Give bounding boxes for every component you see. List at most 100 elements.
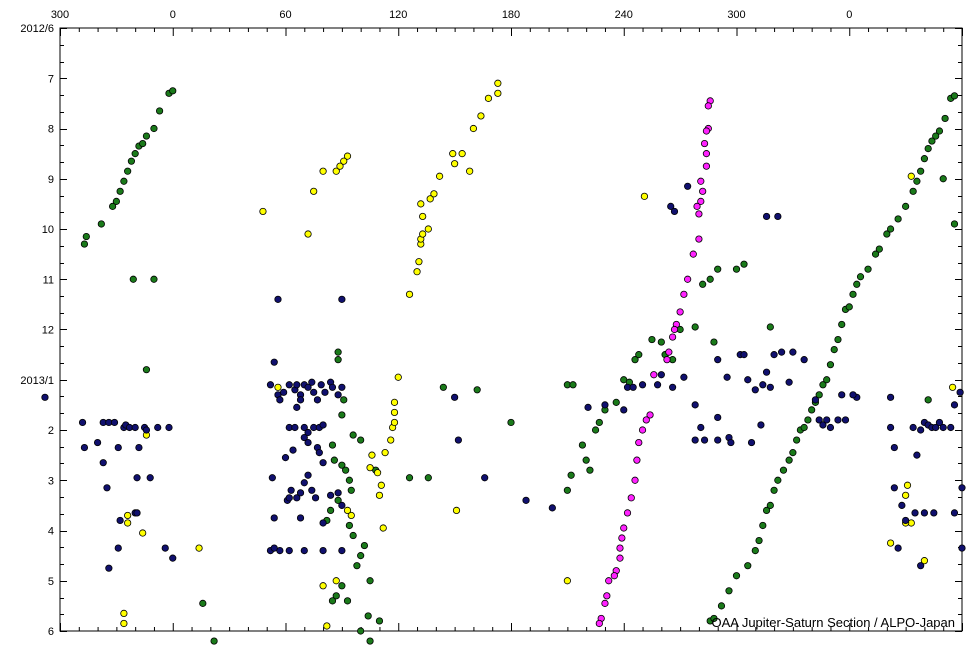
data-point — [332, 577, 340, 585]
data-point — [740, 260, 748, 268]
data-point — [699, 280, 707, 288]
data-point — [920, 509, 929, 517]
data-point — [949, 383, 957, 391]
data-point — [913, 451, 921, 459]
data-point — [902, 516, 910, 525]
data-point — [710, 338, 718, 346]
data-point — [334, 489, 342, 497]
y-tick-label: 2013/1 — [20, 375, 54, 387]
data-point — [319, 167, 327, 175]
data-point — [620, 406, 628, 414]
data-point — [886, 225, 895, 233]
data-point — [684, 182, 692, 190]
y-tick-label: 12 — [42, 325, 54, 337]
data-point — [345, 521, 353, 530]
x-tick-label: 180 — [502, 9, 520, 21]
data-point — [789, 449, 797, 457]
data-point — [663, 356, 671, 364]
data-point — [451, 393, 459, 401]
data-point — [426, 195, 434, 203]
data-point — [481, 474, 489, 482]
y-tick-label: 11 — [43, 274, 54, 286]
data-point — [477, 112, 485, 120]
y-tick-label: 4 — [48, 526, 54, 538]
data-point — [285, 381, 293, 389]
data-point — [199, 599, 207, 607]
data-point — [155, 107, 164, 115]
data-point — [691, 436, 699, 444]
data-point — [435, 172, 444, 180]
data-point — [161, 544, 169, 552]
x-tick-label: 60 — [279, 9, 291, 21]
data-point — [150, 275, 158, 283]
data-point — [347, 486, 355, 494]
data-point — [311, 494, 320, 502]
data-point — [823, 376, 831, 384]
data-point — [646, 411, 654, 419]
y-tick-label: 6 — [48, 626, 54, 638]
data-point — [939, 175, 947, 183]
data-point — [276, 396, 284, 404]
data-point — [670, 207, 679, 216]
data-point — [379, 524, 387, 532]
data-point — [357, 552, 365, 560]
data-point — [116, 516, 124, 525]
data-point — [210, 637, 218, 645]
data-point — [114, 544, 122, 552]
axis-ticks — [60, 28, 963, 632]
data-point — [120, 609, 128, 618]
y-tick-label: 3 — [48, 475, 54, 487]
data-point — [97, 220, 105, 228]
data-point — [328, 597, 337, 605]
data-point — [494, 79, 502, 87]
data-point — [669, 383, 677, 391]
data-point — [405, 290, 414, 298]
data-point — [394, 373, 402, 381]
data-point — [578, 441, 587, 449]
data-point — [109, 202, 117, 210]
data-point — [815, 416, 823, 424]
data-point — [419, 212, 427, 221]
data-point — [313, 396, 322, 404]
data-point — [627, 494, 635, 502]
data-point — [691, 323, 699, 331]
data-point — [419, 230, 427, 238]
data-point — [950, 220, 959, 228]
data-point — [415, 258, 423, 266]
data-point — [334, 391, 342, 399]
data-point — [950, 509, 959, 517]
data-point — [439, 383, 447, 391]
data-point — [116, 187, 124, 195]
data-point — [139, 139, 147, 148]
data-point — [932, 132, 940, 140]
data-point — [635, 351, 643, 359]
data-point — [338, 546, 346, 555]
data-point — [725, 587, 733, 595]
data-point — [334, 356, 342, 364]
data-point — [82, 232, 90, 241]
data-point — [770, 486, 778, 494]
data-point — [366, 464, 374, 472]
data-point — [691, 401, 699, 409]
x-tick-label: 0 — [170, 9, 176, 21]
data-point — [930, 509, 938, 517]
data-point — [319, 582, 327, 590]
data-point — [338, 411, 346, 419]
data-point — [563, 577, 571, 585]
data-point — [770, 351, 778, 359]
data-point — [616, 554, 624, 562]
data-point — [917, 167, 925, 175]
data-point — [727, 438, 735, 447]
data-point — [304, 471, 312, 479]
data-point — [522, 496, 530, 504]
data-point — [710, 614, 718, 623]
data-point — [826, 361, 835, 369]
data-point — [334, 348, 342, 356]
data-point — [317, 381, 325, 389]
x-tick-label: 300 — [51, 9, 69, 21]
data-point — [595, 619, 603, 628]
data-point — [293, 494, 301, 502]
data-point — [343, 506, 352, 514]
data-point — [714, 436, 722, 444]
data-point — [368, 451, 376, 459]
